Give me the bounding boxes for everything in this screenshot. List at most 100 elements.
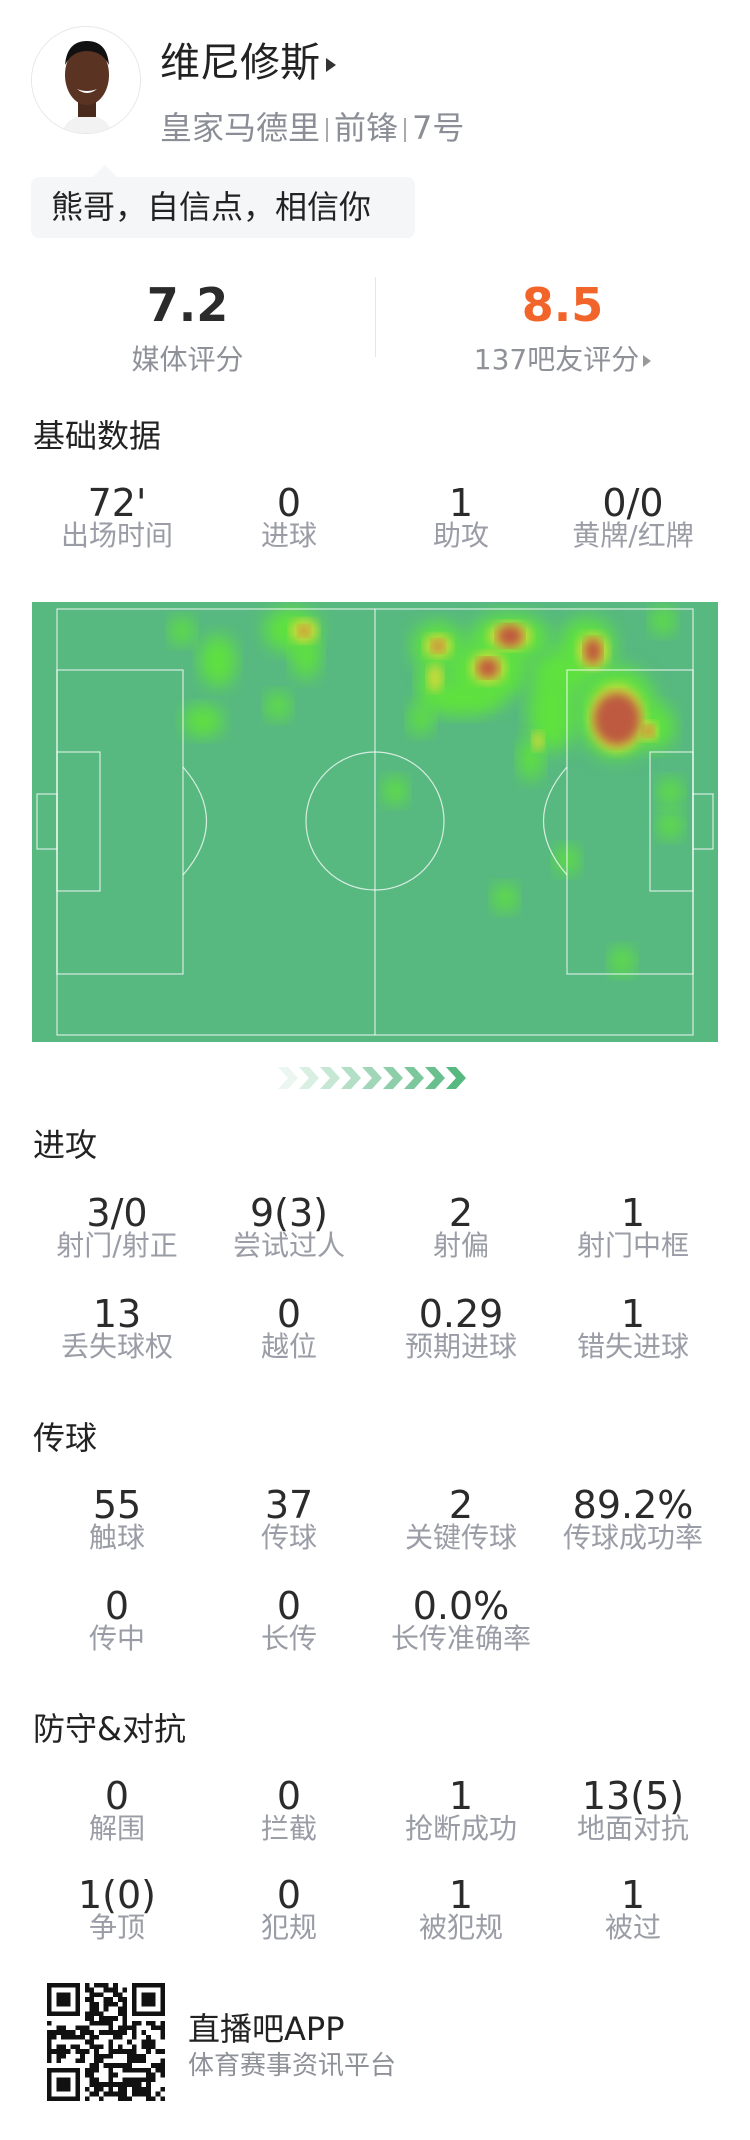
- stat-value: 1: [448, 1774, 474, 1818]
- stat-value: 3/0: [86, 1191, 148, 1235]
- media-rating-value: 7.2: [146, 278, 229, 332]
- stat-label: 射偏: [432, 1229, 489, 1262]
- stat-label: 被过: [604, 1911, 661, 1944]
- stat-item: 55 触球: [31, 1483, 203, 1573]
- stat-value: 55: [92, 1483, 142, 1527]
- stat-item: 13 丢失球权: [31, 1292, 203, 1382]
- stat-item: 0 越位: [203, 1292, 375, 1382]
- stat-value: 0: [104, 1584, 130, 1628]
- heat-zone-low: [409, 703, 433, 735]
- stat-value: 0/0: [602, 481, 664, 525]
- stat-value: 1: [448, 481, 474, 525]
- fan-rating-value: 8.5: [521, 278, 604, 332]
- stat-label: 尝试过人: [232, 1229, 345, 1262]
- stat-label: 预期进球: [404, 1330, 517, 1363]
- player-info: 皇家马德里 前锋 7号: [160, 108, 464, 148]
- rating-divider: [375, 277, 376, 357]
- stat-item: 2 关键传球: [375, 1483, 547, 1573]
- chevron-right-icon: [278, 1067, 298, 1089]
- heat-zone-high: [298, 625, 310, 637]
- stat-value: 0: [276, 481, 302, 525]
- fan-rating-label: 137吧友评分: [473, 343, 640, 376]
- stat-label: 被犯规: [418, 1911, 503, 1944]
- chevron-right-icon: [362, 1067, 382, 1089]
- heat-zone-low: [170, 617, 194, 645]
- section-title-passing: 传球: [33, 1419, 98, 1457]
- stat-item: 0 长传: [203, 1584, 375, 1674]
- number: 7号: [412, 109, 465, 147]
- heat-zone-high: [594, 693, 640, 745]
- heat-zone-low: [658, 811, 682, 839]
- stat-label: 错失进球: [576, 1330, 689, 1363]
- stat-item: 0 进球: [203, 481, 375, 571]
- quote-bubble: 熊哥，自信点，相信你: [31, 165, 415, 238]
- stat-value: 13(5): [581, 1774, 685, 1818]
- player-name-link[interactable]: 维尼修斯: [160, 40, 336, 86]
- heat-zone-low: [266, 692, 290, 720]
- heat-zone-low: [383, 777, 407, 805]
- stat-item: 1(0) 争顶: [31, 1873, 203, 1963]
- player-name: 维尼修斯: [160, 40, 320, 86]
- stat-value: 0: [276, 1873, 302, 1917]
- stat-label: 助攻: [432, 519, 489, 552]
- chevron-right-icon: [446, 1067, 466, 1089]
- stat-item: 1 错失进球: [547, 1292, 719, 1382]
- divider: [326, 118, 329, 142]
- section-title-defense: 防守&对抗: [33, 1710, 186, 1748]
- section-title-attack: 进攻: [33, 1126, 98, 1164]
- media-rating: 7.2 媒体评分: [0, 280, 375, 378]
- stat-value: 0: [276, 1292, 302, 1336]
- divider: [404, 118, 407, 142]
- stat-label: 拦截: [260, 1812, 317, 1845]
- stat-item: 89.2% 传球成功率: [547, 1483, 719, 1573]
- stat-item: 0.29 预期进球: [375, 1292, 547, 1382]
- app-name: 直播吧APP: [188, 2010, 345, 2048]
- stat-label: 黄牌/红牌: [572, 519, 694, 552]
- position: 前锋: [334, 109, 399, 147]
- heat-zone-low: [200, 635, 236, 687]
- stat-label: 传中: [88, 1622, 145, 1655]
- player-avatar[interactable]: [31, 26, 141, 134]
- stat-item: 1 抢断成功: [375, 1774, 547, 1864]
- stat-label: 进球: [260, 519, 317, 552]
- heat-zone-low: [658, 778, 682, 806]
- stat-label: 出场时间: [60, 519, 173, 552]
- stat-label: 长传准确率: [390, 1622, 531, 1655]
- stat-row-attack: 13 丢失球权 0 越位 0.29 预期进球 1 错失进球: [0, 1292, 750, 1382]
- heat-zone-mid: [427, 664, 443, 692]
- stat-label: 争顶: [88, 1911, 145, 1944]
- chevron-right-icon: [404, 1067, 424, 1089]
- stat-value: 0: [276, 1774, 302, 1818]
- attack-direction-arrows: [278, 1067, 466, 1089]
- stat-value: 1(0): [77, 1873, 156, 1917]
- chevron-right-icon: [341, 1067, 361, 1089]
- chevron-right-icon: [425, 1067, 445, 1089]
- fan-rating[interactable]: 8.5 137吧友评分: [375, 280, 750, 378]
- stat-label: 长传: [260, 1622, 317, 1655]
- section-title-basic: 基础数据: [33, 417, 162, 455]
- stat-item: 13(5) 地面对抗: [547, 1774, 719, 1864]
- stat-item: 0/0 黄牌/红牌: [547, 481, 719, 571]
- heat-zone-low: [651, 607, 675, 635]
- heatmap-pitch: [32, 602, 718, 1042]
- stat-value: 0: [276, 1584, 302, 1628]
- stat-item: 0 犯规: [203, 1873, 375, 1963]
- media-rating-label: 媒体评分: [131, 343, 244, 376]
- heat-zone-high: [477, 658, 499, 678]
- stat-item: 1 助攻: [375, 481, 547, 571]
- qr-code-icon[interactable]: [45, 1983, 167, 2101]
- chevron-right-icon: [383, 1067, 403, 1089]
- chevron-right-icon: [320, 1067, 340, 1089]
- player-photo-icon: [32, 27, 140, 133]
- heat-zone-high: [497, 625, 523, 647]
- stat-label: 越位: [260, 1330, 317, 1363]
- heat-zone-low: [610, 947, 634, 975]
- stat-value: 89.2%: [572, 1483, 694, 1527]
- stat-item: 9(3) 尝试过人: [203, 1191, 375, 1281]
- stat-value: 13: [92, 1292, 142, 1336]
- caret-right-icon: [326, 58, 336, 72]
- heat-zone-high: [431, 639, 445, 653]
- stat-item: 1 被过: [547, 1873, 719, 1963]
- pitch-lines: [36, 608, 714, 1036]
- stat-row-defense: 0 解围 0 拦截 1 抢断成功 13(5) 地面对抗: [0, 1774, 750, 1864]
